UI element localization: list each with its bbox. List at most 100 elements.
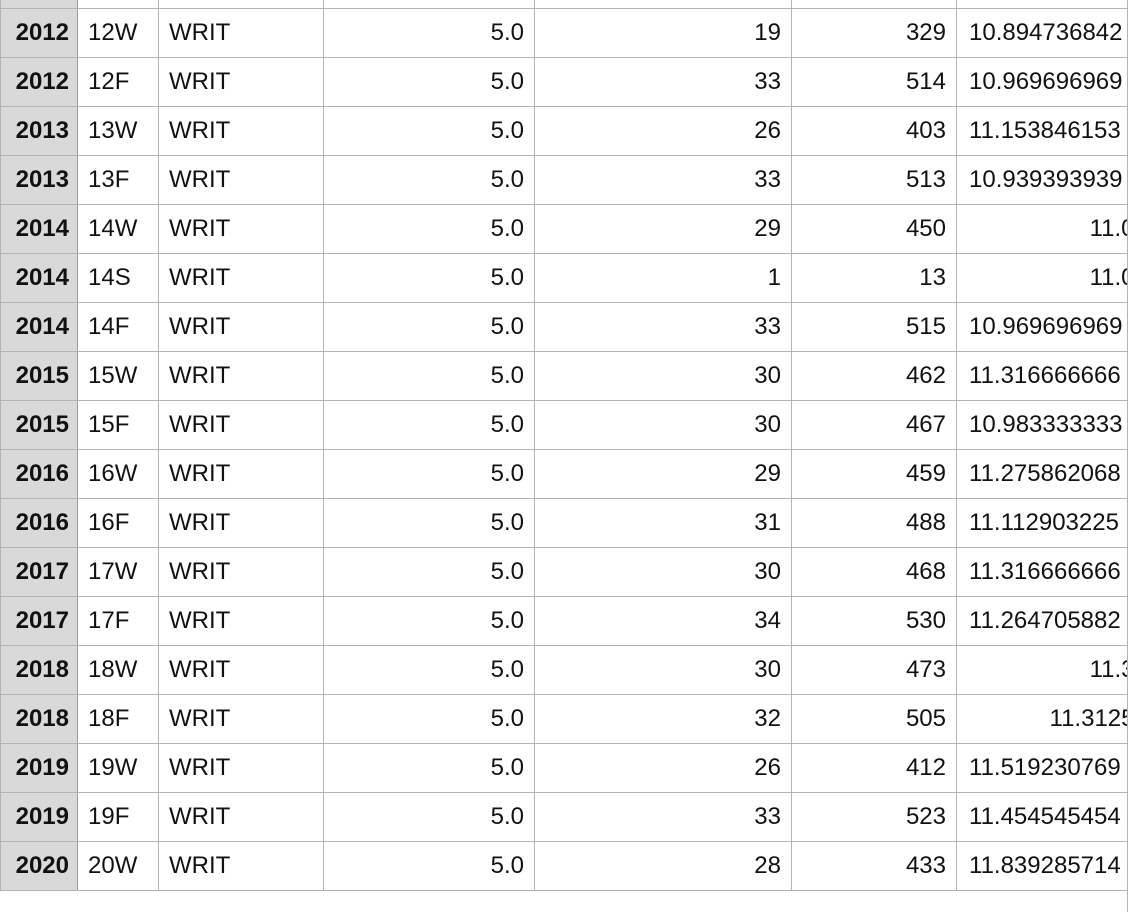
cell-average[interactable]: 10.939393939 — [956, 155, 1144, 205]
cell-course[interactable]: WRIT — [158, 204, 324, 254]
cell-credits[interactable]: 5.0 — [323, 498, 535, 548]
cell-term[interactable]: 12F — [77, 57, 159, 107]
cell-credits[interactable] — [323, 0, 535, 9]
table-row[interactable]: 2020 20W WRIT 5.0 28 433 11.839285714 — [0, 841, 1144, 891]
cell-course[interactable] — [158, 0, 324, 9]
cell-course[interactable]: WRIT — [158, 8, 324, 58]
cell-total[interactable]: 530 — [791, 596, 957, 646]
table-row[interactable]: 2016 16F WRIT 5.0 31 488 11.112903225 — [0, 498, 1144, 548]
cell-count[interactable]: 33 — [534, 792, 792, 842]
row-header-year[interactable]: 2017 — [0, 596, 78, 646]
table-row[interactable] — [0, 0, 1144, 9]
cell-term[interactable]: 15W — [77, 351, 159, 401]
cell-average[interactable]: 10.894736842 — [956, 8, 1144, 58]
cell-average[interactable]: 10.983333333 — [956, 400, 1144, 450]
cell-course[interactable]: WRIT — [158, 743, 324, 793]
cell-credits[interactable]: 5.0 — [323, 302, 535, 352]
row-header-year[interactable]: 2016 — [0, 498, 78, 548]
cell-credits[interactable]: 5.0 — [323, 743, 535, 793]
cell-total[interactable]: 488 — [791, 498, 957, 548]
row-header-year[interactable]: 2012 — [0, 8, 78, 58]
cell-credits[interactable]: 5.0 — [323, 253, 535, 303]
cell-term[interactable]: 18W — [77, 645, 159, 695]
cell-count[interactable]: 33 — [534, 155, 792, 205]
cell-total[interactable] — [791, 0, 957, 9]
cell-total[interactable]: 412 — [791, 743, 957, 793]
cell-count[interactable]: 1 — [534, 253, 792, 303]
cell-count[interactable]: 33 — [534, 302, 792, 352]
cell-term[interactable]: 19W — [77, 743, 159, 793]
cell-credits[interactable]: 5.0 — [323, 449, 535, 499]
cell-count[interactable]: 29 — [534, 449, 792, 499]
cell-term[interactable]: 14F — [77, 302, 159, 352]
cell-total[interactable]: 515 — [791, 302, 957, 352]
cell-term[interactable]: 14S — [77, 253, 159, 303]
cell-average[interactable]: 11.316666666 — [956, 547, 1144, 597]
table-row[interactable]: 2012 12W WRIT 5.0 19 329 10.894736842 — [0, 8, 1144, 58]
table-row[interactable]: 2019 19W WRIT 5.0 26 412 11.519230769 — [0, 743, 1144, 793]
row-header-year[interactable]: 2019 — [0, 743, 78, 793]
cell-course[interactable]: WRIT — [158, 57, 324, 107]
cell-average[interactable]: 11.264705882 — [956, 596, 1144, 646]
cell-course[interactable]: WRIT — [158, 498, 324, 548]
row-header-year[interactable]: 2016 — [0, 449, 78, 499]
cell-total[interactable]: 468 — [791, 547, 957, 597]
cell-course[interactable]: WRIT — [158, 106, 324, 156]
cell-count[interactable]: 34 — [534, 596, 792, 646]
cell-course[interactable]: WRIT — [158, 694, 324, 744]
cell-course[interactable]: WRIT — [158, 302, 324, 352]
cell-count[interactable]: 19 — [534, 8, 792, 58]
table-row[interactable]: 2017 17W WRIT 5.0 30 468 11.316666666 — [0, 547, 1144, 597]
cell-average[interactable]: 11.3 — [956, 645, 1144, 695]
cell-total[interactable]: 450 — [791, 204, 957, 254]
row-header-year[interactable]: 2014 — [0, 302, 78, 352]
cell-total[interactable]: 13 — [791, 253, 957, 303]
cell-credits[interactable]: 5.0 — [323, 204, 535, 254]
cell-count[interactable]: 26 — [534, 106, 792, 156]
cell-term[interactable]: 12W — [77, 8, 159, 58]
table-row[interactable]: 2015 15F WRIT 5.0 30 467 10.983333333 — [0, 400, 1144, 450]
cell-average[interactable]: 11.3125 — [956, 694, 1144, 744]
row-header-year[interactable]: 2013 — [0, 155, 78, 205]
cell-credits[interactable]: 5.0 — [323, 155, 535, 205]
cell-term[interactable]: 17W — [77, 547, 159, 597]
cell-total[interactable]: 523 — [791, 792, 957, 842]
cell-count[interactable]: 33 — [534, 57, 792, 107]
cell-count[interactable]: 29 — [534, 204, 792, 254]
cell-count[interactable]: 32 — [534, 694, 792, 744]
row-header-year[interactable]: 2012 — [0, 57, 78, 107]
cell-count[interactable]: 28 — [534, 841, 792, 891]
table-row[interactable]: 2018 18F WRIT 5.0 32 505 11.3125 — [0, 694, 1144, 744]
cell-credits[interactable]: 5.0 — [323, 547, 535, 597]
table-row[interactable]: 2015 15W WRIT 5.0 30 462 11.316666666 — [0, 351, 1144, 401]
cell-average[interactable]: 11.153846153 — [956, 106, 1144, 156]
row-header-year[interactable]: 2018 — [0, 645, 78, 695]
cell-term[interactable]: 16W — [77, 449, 159, 499]
row-header-year[interactable]: 2017 — [0, 547, 78, 597]
cell-course[interactable]: WRIT — [158, 596, 324, 646]
cell-credits[interactable]: 5.0 — [323, 351, 535, 401]
cell-term[interactable]: 17F — [77, 596, 159, 646]
cell-count[interactable]: 26 — [534, 743, 792, 793]
cell-term[interactable]: 13F — [77, 155, 159, 205]
cell-credits[interactable]: 5.0 — [323, 400, 535, 450]
cell-term[interactable] — [77, 0, 159, 9]
cell-count[interactable]: 30 — [534, 400, 792, 450]
cell-term[interactable]: 15F — [77, 400, 159, 450]
row-header-year[interactable]: 2019 — [0, 792, 78, 842]
table-row[interactable]: 2014 14W WRIT 5.0 29 450 11.0 — [0, 204, 1144, 254]
row-header-year[interactable]: 2013 — [0, 106, 78, 156]
cell-average[interactable]: 10.969696969 — [956, 302, 1144, 352]
cell-credits[interactable]: 5.0 — [323, 792, 535, 842]
table-row[interactable]: 2014 14F WRIT 5.0 33 515 10.969696969 — [0, 302, 1144, 352]
cell-total[interactable]: 473 — [791, 645, 957, 695]
cell-term[interactable]: 13W — [77, 106, 159, 156]
cell-total[interactable]: 459 — [791, 449, 957, 499]
cell-credits[interactable]: 5.0 — [323, 645, 535, 695]
cell-term[interactable]: 19F — [77, 792, 159, 842]
cell-average[interactable]: 11.454545454 — [956, 792, 1144, 842]
cell-term[interactable]: 14W — [77, 204, 159, 254]
cell-credits[interactable]: 5.0 — [323, 106, 535, 156]
cell-average[interactable]: 10.969696969 — [956, 57, 1144, 107]
cell-total[interactable]: 329 — [791, 8, 957, 58]
